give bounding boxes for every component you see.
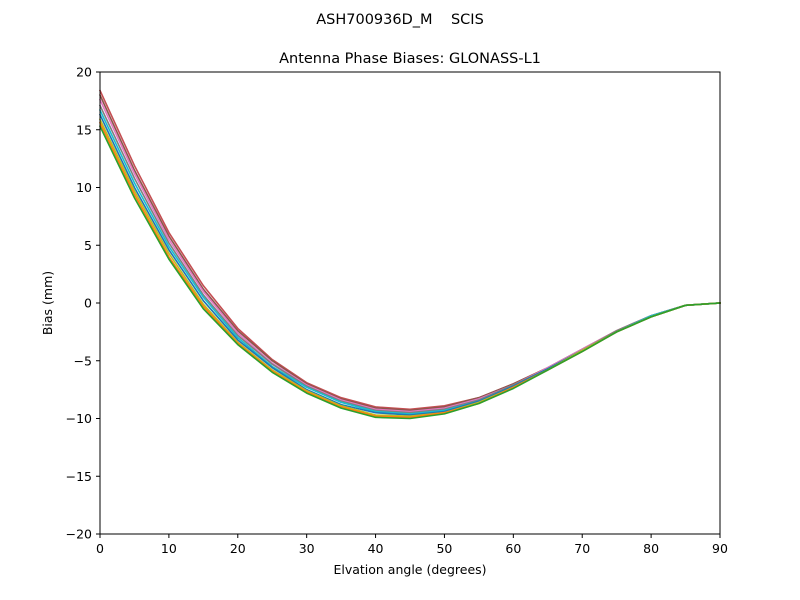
chart-title: Antenna Phase Biases: GLONASS-L1 xyxy=(279,51,541,67)
x-tick-label: 0 xyxy=(96,541,104,556)
x-tick-label: 50 xyxy=(436,541,452,556)
x-tick-label: 90 xyxy=(712,541,728,556)
x-tick-label: 10 xyxy=(161,541,177,556)
y-tick-label: 20 xyxy=(76,65,92,80)
y-tick-label: 15 xyxy=(76,122,92,137)
x-tick-label: 30 xyxy=(299,541,315,556)
y-tick-label: −5 xyxy=(74,353,92,368)
y-tick-label: 0 xyxy=(84,296,92,311)
x-tick-label: 60 xyxy=(505,541,521,556)
x-axis-label: Elvation angle (degrees) xyxy=(333,562,486,577)
y-tick-label: −15 xyxy=(66,469,92,484)
y-tick-label: −20 xyxy=(66,527,92,542)
series-line-9 xyxy=(98,125,721,420)
y-tick-label: 10 xyxy=(76,180,92,195)
series-layer xyxy=(98,89,721,420)
x-tick-label: 20 xyxy=(230,541,246,556)
x-axis: 0 10 20 30 40 50 60 70 80 90 xyxy=(96,534,728,556)
y-axis: −20 −15 −10 −5 0 5 10 15 20 xyxy=(66,65,100,542)
x-tick-label: 40 xyxy=(368,541,384,556)
y-tick-label: 5 xyxy=(84,238,92,253)
figure-suptitle: ASH700936D_M SCIS xyxy=(316,12,484,28)
series-line-4 xyxy=(98,104,721,414)
y-tick-label: −10 xyxy=(66,411,92,426)
x-tick-label: 80 xyxy=(643,541,659,556)
x-tick-label: 70 xyxy=(574,541,590,556)
y-axis-label: Bias (mm) xyxy=(40,271,55,335)
